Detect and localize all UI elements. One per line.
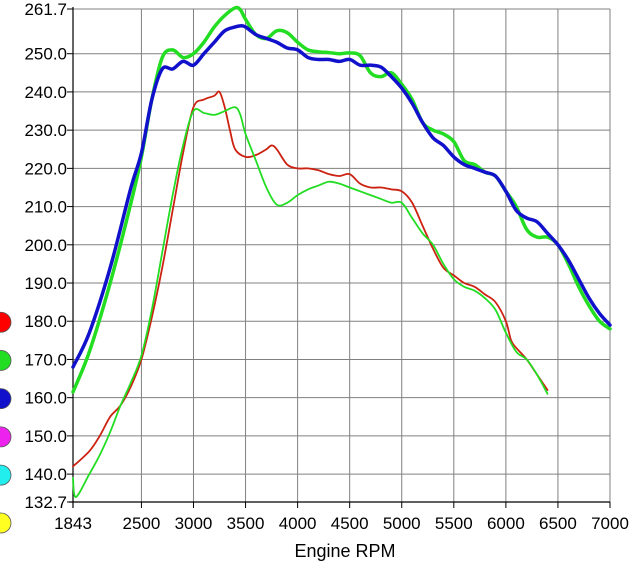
x-tick-label: 3000	[175, 514, 213, 533]
x-tick-label: 5000	[383, 514, 421, 533]
x-tick-label: 2500	[122, 514, 160, 533]
y-tick-label: 170.0	[24, 350, 67, 369]
y-tick-label: 230.0	[24, 121, 67, 140]
x-tick-label: 4000	[279, 514, 317, 533]
y-tick-label: 132.7	[24, 493, 67, 512]
series-line-4	[72, 106, 549, 498]
y-tick-labels: 132.7 140.0 150.0 160.0 170.0 180.0 190.0 200.0…	[24, 0, 67, 512]
plot-frame	[67, 7, 611, 508]
x-tick-label: 5500	[435, 514, 473, 533]
series-lines	[71, 5, 612, 498]
x-tick-label: 6500	[539, 514, 577, 533]
legend-marker-6	[0, 512, 12, 534]
x-tick-label: 7000	[591, 514, 629, 533]
series-line-1	[71, 5, 612, 394]
legend-marker-1	[0, 311, 12, 333]
y-tick-label: 190.0	[24, 274, 67, 293]
x-tick-label: 3500	[227, 514, 265, 533]
legend-marker-4	[0, 426, 12, 448]
legend-marker-3	[0, 388, 12, 410]
legend-markers	[0, 311, 12, 534]
y-tick-label: 210.0	[24, 198, 67, 217]
y-tick-label: 240.0	[24, 83, 67, 102]
y-tick-label: 140.0	[24, 465, 67, 484]
x-tick-labels: 1843 2500 3000 3500 4000 4500 5000 5500 6000 6500…	[54, 514, 629, 533]
series-line-2	[71, 24, 612, 369]
y-tick-label: 250.0	[24, 45, 67, 64]
x-tick-label: 1843	[54, 514, 92, 533]
series-line-3	[72, 90, 549, 468]
legend-marker-2	[0, 350, 12, 371]
y-tick-label: 150.0	[24, 427, 67, 446]
x-tick-label: 6000	[487, 514, 525, 533]
y-tick-label: 180.0	[24, 312, 67, 331]
x-tick-label: 4500	[331, 514, 369, 533]
y-tick-label: 200.0	[24, 236, 67, 255]
x-axis-title: Engine RPM	[294, 541, 395, 561]
y-tick-label: 220.0	[24, 159, 67, 178]
y-tick-label: 160.0	[24, 389, 67, 408]
grid-lines	[72, 8, 611, 503]
y-tick-label: 261.7	[24, 0, 67, 19]
legend-marker-5	[0, 464, 12, 486]
